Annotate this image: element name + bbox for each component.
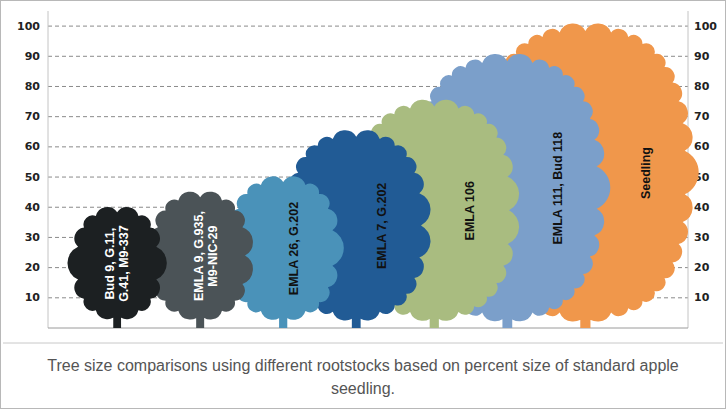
axis-line <box>48 11 49 328</box>
tick-label: 40 <box>25 201 41 214</box>
baseline <box>48 328 688 329</box>
frame <box>1 1 726 409</box>
separator <box>3 343 723 344</box>
tree-label: Seedling <box>639 147 653 199</box>
tree-label-line: Seedling <box>639 147 653 199</box>
tree-label-line: M9-NIC-29 <box>206 225 220 286</box>
tick-label: 30 <box>25 231 41 244</box>
tree-label-line: EMLA 111, Bud 118 <box>551 132 565 245</box>
chart: 1010202030304040505060607070808090901001… <box>0 0 726 409</box>
tree-label-line: EMLA 7, G.202 <box>375 183 389 269</box>
tick-label: 20 <box>25 261 41 274</box>
tick-label: 40 <box>694 201 710 214</box>
tree-label-line: Bud 9, G.11, <box>103 228 117 300</box>
tree-label-line: EMLA 26, G.202 <box>287 202 301 295</box>
tree-label: EMLA 7, G.202 <box>375 183 389 269</box>
tick-label: 90 <box>25 50 41 63</box>
tick-label: 70 <box>694 110 710 123</box>
tree-label-line: G.41, M9-337 <box>117 225 131 301</box>
tick-label: 100 <box>17 20 40 33</box>
trees <box>67 24 698 328</box>
tree-label: EMLA 106 <box>463 181 477 240</box>
tree-label-line: EMLA 9, G.935, <box>192 211 206 301</box>
caption-line: seedling. <box>331 380 395 397</box>
tick-label: 60 <box>25 140 41 153</box>
caption: Tree size comparisons using different ro… <box>47 357 679 397</box>
tick-label: 30 <box>694 231 710 244</box>
tick-label: 50 <box>25 171 41 184</box>
caption-line: Tree size comparisons using different ro… <box>47 357 679 374</box>
tick-label: 100 <box>694 20 717 33</box>
tick-label: 10 <box>25 291 41 304</box>
tree-label: EMLA 9, G.935,M9-NIC-29 <box>192 211 220 301</box>
tick-label: 80 <box>25 80 41 93</box>
tick-label: 70 <box>25 110 41 123</box>
tick-label: 20 <box>694 261 710 274</box>
tick-label: 80 <box>694 80 710 93</box>
tick-label: 90 <box>694 50 710 63</box>
tree-label-line: EMLA 106 <box>463 181 477 240</box>
tree-labels: Bud 9, G.11,G.41, M9-337 EMLA 9, G.935,M9… <box>103 132 653 302</box>
tree-label: EMLA 26, G.202 <box>287 202 301 295</box>
tick-label: 60 <box>694 140 710 153</box>
tick-label: 10 <box>694 291 710 304</box>
tree-label: Bud 9, G.11,G.41, M9-337 <box>103 225 131 301</box>
tree-label: EMLA 111, Bud 118 <box>551 132 565 245</box>
tree <box>67 207 166 328</box>
